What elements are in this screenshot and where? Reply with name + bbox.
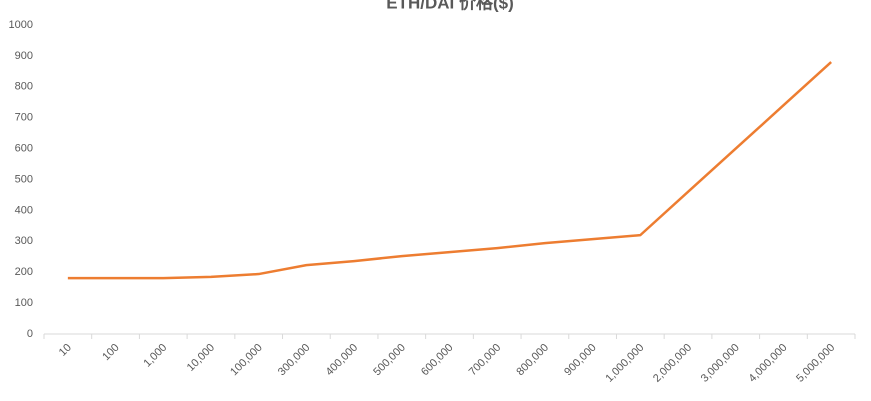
x-tick-label: 900,000 — [562, 342, 599, 379]
x-tick-label: 2,000,000 — [651, 342, 694, 385]
x-tick-label: 10 — [57, 342, 74, 359]
y-tick-label: 300 — [15, 235, 33, 247]
x-tick-label: 300,000 — [276, 342, 313, 379]
y-tick-label: 800 — [15, 81, 33, 93]
x-tick-label: 5,000,000 — [794, 342, 837, 385]
x-tick-label: 1,000 — [141, 342, 169, 370]
y-tick-label: 0 — [27, 328, 33, 340]
x-tick-label: 800,000 — [514, 342, 551, 379]
x-tick-label: 100 — [100, 342, 121, 363]
x-tick-label: 4,000,000 — [746, 342, 789, 385]
x-tick-label: 10,000 — [185, 342, 217, 374]
y-tick-label: 100 — [15, 297, 33, 309]
y-tick-label: 900 — [15, 50, 33, 62]
x-tick-label: 1,000,000 — [603, 342, 646, 385]
x-tick-label: 100,000 — [228, 342, 265, 379]
chart-title: ETH/DAI 价格($) — [386, 0, 514, 12]
y-tick-label: 500 — [15, 173, 33, 185]
y-tick-label: 700 — [15, 112, 33, 124]
y-tick-label: 600 — [15, 143, 33, 155]
line-series — [67, 61, 832, 280]
y-tick-label: 400 — [15, 204, 33, 216]
x-tick-label: 400,000 — [324, 342, 361, 379]
x-tick-label: 500,000 — [371, 342, 408, 379]
x-tick-label: 600,000 — [419, 342, 456, 379]
x-tick-label: 3,000,000 — [699, 342, 742, 385]
y-tick-label: 200 — [15, 266, 33, 278]
x-tick-label: 700,000 — [467, 342, 504, 379]
y-tick-label: 1000 — [9, 19, 33, 31]
